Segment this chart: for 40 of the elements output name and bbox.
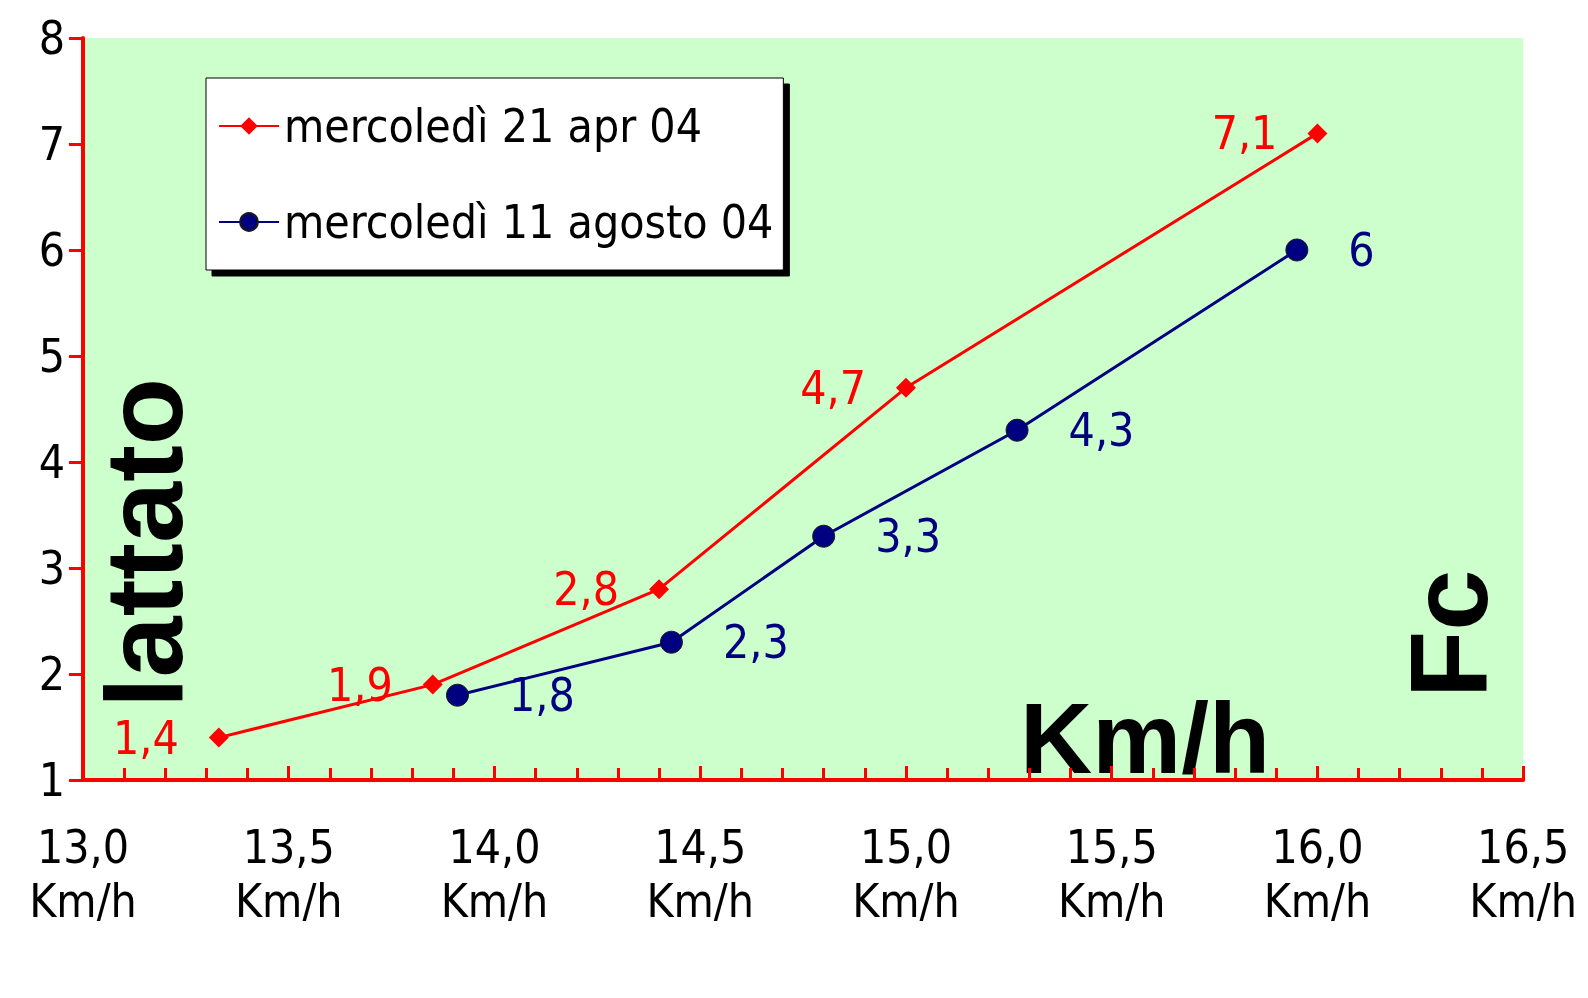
x-axis-title: Km/h [1020, 682, 1270, 794]
x-tick-label: 15,0 Km/h [852, 820, 960, 928]
y-tick-label: 8 [38, 11, 65, 65]
y-tick-label: 4 [38, 435, 65, 489]
x-tick-label: 13,5 Km/h [234, 820, 343, 928]
point [208, 727, 229, 748]
data-label: 4,3 [1068, 403, 1135, 458]
point [445, 683, 469, 707]
x-tick-label: 16,0 Km/h [1263, 820, 1372, 928]
x-tick-label: 16,5 Km/h [1469, 820, 1577, 928]
y-tick-label: 3 [38, 541, 65, 595]
x-tick-label: 15,5 Km/h [1057, 820, 1166, 928]
y-tick-label: 7 [38, 117, 65, 171]
point [812, 524, 836, 548]
data-label: 4,7 [800, 360, 866, 415]
point [659, 630, 683, 654]
data-label: 7,1 [1211, 106, 1278, 161]
data-label: 2,8 [553, 562, 620, 617]
y2-axis-title: Fc [1386, 569, 1510, 698]
point [895, 377, 916, 398]
point [1285, 238, 1309, 262]
y-tick-label: 2 [38, 647, 65, 701]
point [422, 674, 443, 695]
x-tick-label: 14,5 Km/h [646, 820, 755, 928]
point [649, 579, 670, 600]
y-tick-label: 6 [38, 223, 65, 277]
y-tick-label: 5 [38, 329, 65, 383]
data-label: 1,4 [112, 710, 179, 765]
x-tick-label: 14,0 Km/h [440, 820, 549, 928]
y-tick-label: 1 [38, 753, 65, 807]
point [1005, 418, 1029, 442]
legend-label: mercoledì 11 agosto 04 [284, 195, 774, 249]
y-axis-title: lattato [81, 378, 205, 708]
data-label: 2,3 [722, 615, 789, 670]
data-label: 1,8 [508, 668, 575, 723]
data-label: 6 [1348, 223, 1375, 277]
point [1307, 123, 1328, 144]
legend-label: mercoledì 21 apr 04 [284, 99, 702, 153]
data-label: 3,3 [875, 509, 941, 564]
x-tick-label: 13,0 Km/h [29, 820, 137, 928]
